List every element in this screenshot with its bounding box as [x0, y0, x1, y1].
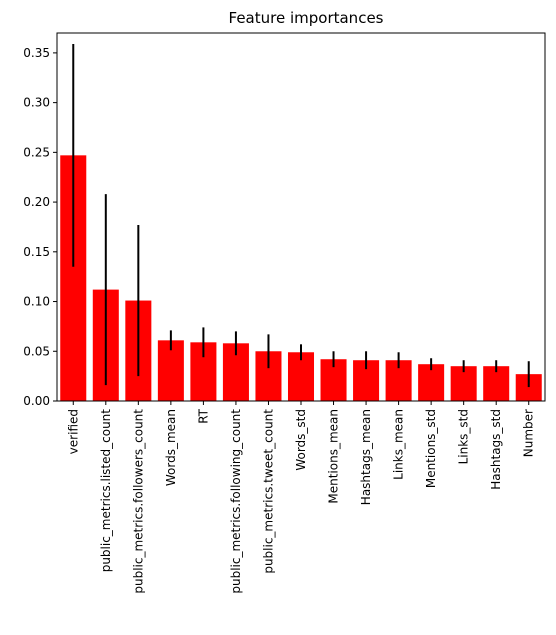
x-tick-label: Words_std — [294, 409, 308, 471]
x-tick-label: public_metrics.following_count — [229, 409, 243, 594]
x-tick-label: Number — [522, 409, 536, 457]
x-tick-label: public_metrics.tweet_count — [261, 409, 275, 574]
x-tick-label: Words_mean — [164, 409, 178, 486]
x-axis: verified public_metrics.listed_count publi… — [66, 401, 535, 594]
y-tick-label: 0.30 — [23, 96, 50, 110]
y-tick-label: 0.05 — [23, 344, 50, 358]
x-tick-label: Hashtags_std — [489, 409, 503, 490]
chart-title: Feature importances — [229, 9, 384, 27]
x-tick-label: Links_std — [457, 409, 471, 464]
y-axis: 0.00 0.05 0.10 0.15 0.20 0.25 0.30 0.35 — [23, 46, 57, 408]
bars — [60, 155, 541, 401]
y-tick-label: 0.35 — [23, 46, 50, 60]
x-tick-label: public_metrics.listed_count — [99, 409, 113, 573]
x-tick-label: Links_mean — [392, 409, 406, 480]
y-tick-label: 0.15 — [23, 245, 50, 259]
y-tick-label: 0.20 — [23, 195, 50, 209]
x-tick-label: Mentions_std — [424, 409, 438, 488]
x-tick-label: verified — [66, 409, 80, 454]
x-tick-label: public_metrics.followers_count — [131, 409, 145, 594]
x-tick-label: RT — [196, 408, 210, 423]
y-tick-label: 0.25 — [23, 145, 50, 159]
y-tick-label: 0.10 — [23, 295, 50, 309]
x-tick-label: Mentions_mean — [327, 409, 341, 504]
y-tick-label: 0.00 — [23, 394, 50, 408]
x-tick-label: Hashtags_mean — [359, 409, 373, 505]
